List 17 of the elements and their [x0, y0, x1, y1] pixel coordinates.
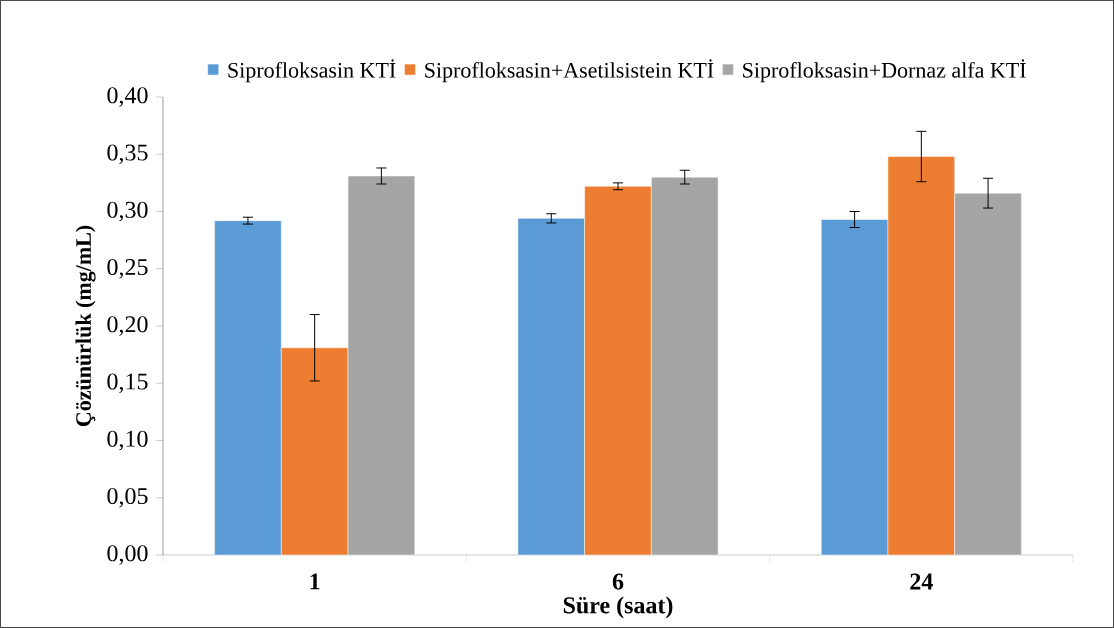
legend-label: Siprofloksasin+Dornaz alfa KTİ: [743, 59, 1026, 83]
y-tick-label: 0,35: [107, 144, 148, 165]
x-axis-title: Süre (saat): [563, 596, 673, 619]
legend-label: Siprofloksasin KTİ: [228, 59, 396, 83]
y-axis-title: Çözünürlük (mg/mL): [75, 225, 96, 427]
y-tick-label: 0,00: [107, 545, 148, 565]
y-tick-label: 0,15: [107, 373, 148, 394]
x-tick-label: 6: [612, 573, 624, 590]
y-tick-label: 0,05: [107, 487, 148, 508]
y-tick-label: 0,25: [107, 258, 148, 279]
x-tick-label: 24: [910, 573, 933, 590]
y-tick-label: 0,40: [107, 87, 148, 107]
y-tick-label: 0,20: [107, 316, 148, 336]
legend-label: Siprofloksasin+Asetilsistein KTİ: [425, 59, 714, 83]
y-tick-label: 0,10: [107, 430, 148, 451]
y-tick-label: 0,30: [107, 201, 148, 222]
x-tick-label: 1: [310, 573, 320, 590]
